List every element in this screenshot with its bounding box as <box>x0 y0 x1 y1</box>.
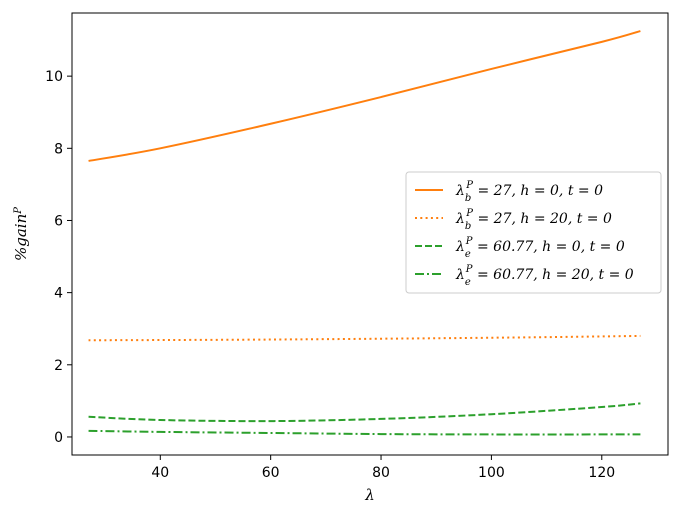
x-tick-label: 60 <box>262 465 280 481</box>
y-tick-label: 2 <box>54 358 63 374</box>
y-axis-label: %gainP <box>12 207 30 261</box>
plot-frame <box>71 12 669 456</box>
y-tick-label: 4 <box>54 286 63 302</box>
legend-label: λeP = 60.77, h = 0, t = 0 <box>455 236 625 260</box>
x-axis-label: λ <box>364 486 375 504</box>
series-layer <box>88 30 641 436</box>
x-tick-label: 100 <box>478 465 505 481</box>
legend-label: λbP = 27, h = 20, t = 0 <box>455 208 612 232</box>
series-line-1 <box>88 30 641 162</box>
x-tick-label: 40 <box>151 465 169 481</box>
legend: λbP = 27, h = 0, t = 0 λbP = 27, h = 20, … <box>405 171 662 294</box>
y-tick-label: 8 <box>54 141 63 157</box>
x-tick-label: 80 <box>372 465 390 481</box>
x-axis: 40 60 80 100 120 <box>151 455 615 481</box>
legend-box <box>405 171 662 294</box>
y-axis-label-sup: P <box>13 207 24 215</box>
x-tick-label: 120 <box>588 465 615 481</box>
legend-label: λbP = 27, h = 0, t = 0 <box>455 180 603 204</box>
legend-label: λeP = 60.77, h = 20, t = 0 <box>455 264 634 288</box>
y-axis: 0 2 4 6 8 10 <box>45 69 72 446</box>
y-axis-label-main: %gain <box>12 214 30 261</box>
y-tick-label: 6 <box>54 213 63 229</box>
series-line-2 <box>88 334 641 342</box>
series-line-3 <box>88 402 641 423</box>
y-tick-label: 10 <box>45 69 63 85</box>
y-tick-label: 0 <box>54 430 63 446</box>
series-line-4 <box>88 429 641 436</box>
